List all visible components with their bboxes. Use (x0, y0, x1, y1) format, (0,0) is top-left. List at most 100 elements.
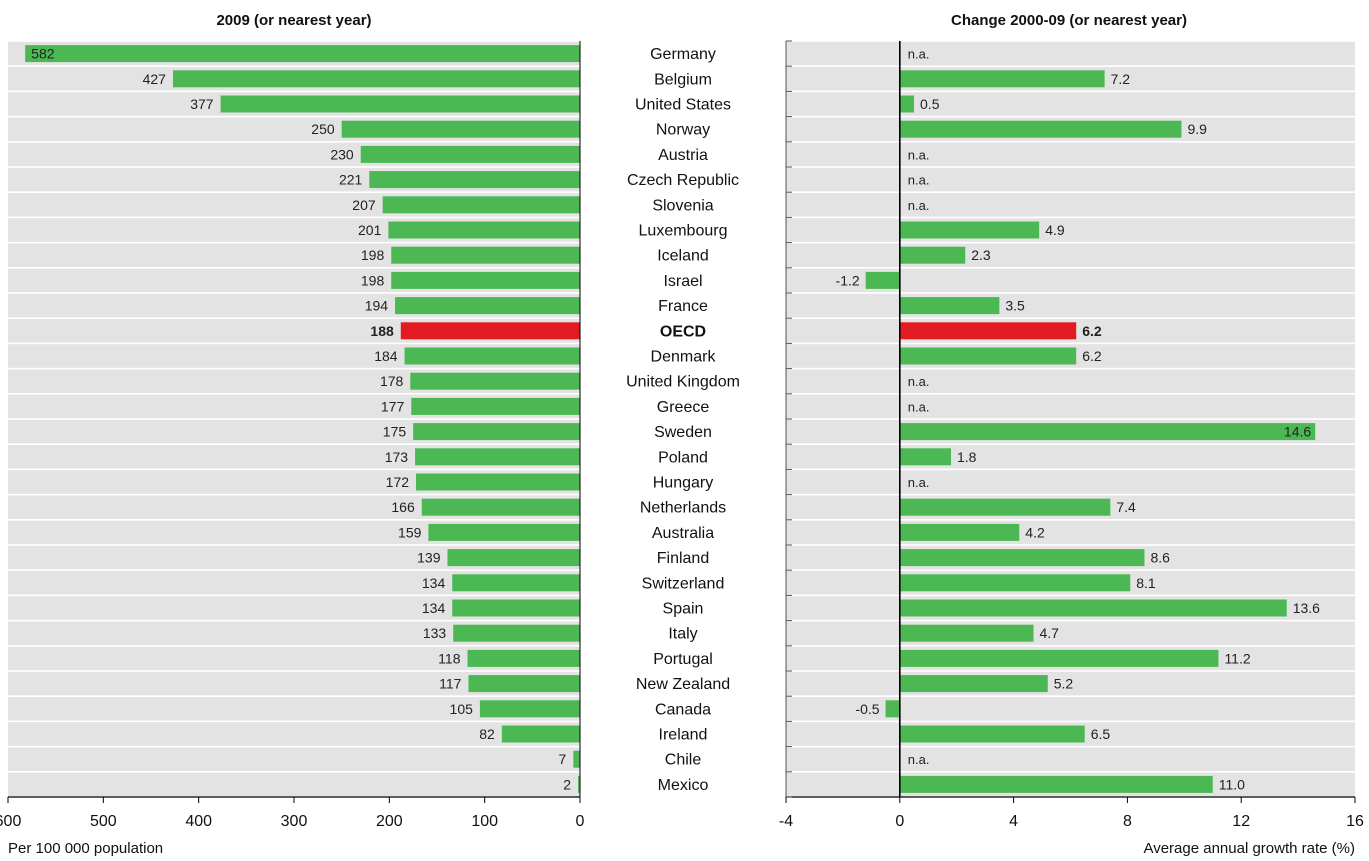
right-value-label-austria: n.a. (908, 147, 930, 162)
right-row-band (786, 520, 1355, 545)
category-label-new-zealand: New Zealand (636, 676, 730, 693)
left-value-label-australia: 159 (398, 524, 422, 540)
category-label-poland: Poland (658, 449, 708, 466)
left-bar-poland (415, 448, 580, 466)
right-chart-title: Change 2000-09 (or nearest year) (951, 12, 1187, 29)
left-value-label-norway: 250 (311, 121, 335, 137)
left-value-label-canada: 105 (450, 701, 474, 717)
right-value-label-finland: 8.6 (1150, 550, 1170, 566)
left-value-label-slovenia: 207 (352, 197, 376, 213)
category-label-oecd: OECD (660, 323, 706, 340)
left-bars-group: 582 427 377 250 230 221 207 201 198 198 194 188 184 1… (25, 45, 581, 793)
category-label-netherlands: Netherlands (640, 500, 726, 517)
left-bar-iceland (391, 246, 580, 264)
left-value-label-united-kingdom: 178 (380, 373, 404, 389)
right-value-label-netherlands: 7.4 (1116, 499, 1136, 515)
right-bars-group: n.a. 7.2 0.5 9.9 n.a. n.a. n.a. 4.9 2.3 -1.2 3.5 6.… (836, 47, 1320, 793)
left-bar-spain (452, 599, 580, 617)
right-bar-denmark (899, 347, 1077, 365)
left-value-label-oecd: 188 (370, 323, 394, 339)
right-row-band (786, 293, 1355, 318)
left-bar-canada (479, 700, 580, 718)
right-value-label-portugal: 11.2 (1224, 650, 1250, 666)
right-value-label-new-zealand: 5.2 (1054, 676, 1074, 692)
right-row-band (786, 218, 1355, 242)
left-bar-united-states (220, 95, 581, 113)
category-label-belgium: Belgium (654, 71, 712, 88)
right-value-label-australia: 4.2 (1025, 524, 1045, 540)
right-bar-australia (899, 523, 1020, 541)
category-label-finland: Finland (657, 550, 709, 567)
left-x-tick-label: 100 (471, 813, 498, 830)
left-x-tick-label: 600 (0, 813, 21, 830)
right-x-tick-label: 12 (1232, 813, 1250, 830)
right-x-tick-label: 16 (1346, 813, 1364, 830)
left-chart-title: 2009 (or nearest year) (216, 12, 371, 29)
left-x-tick-label: 0 (576, 813, 585, 830)
left-value-label-ireland: 82 (479, 726, 495, 742)
right-value-label-canada: -0.5 (855, 701, 879, 717)
right-x-tick-label: 8 (1123, 813, 1132, 830)
right-value-label-united-kingdom: n.a. (908, 374, 930, 389)
left-bar-greece (411, 397, 580, 415)
category-label-chile: Chile (665, 752, 702, 769)
category-label-norway: Norway (656, 122, 710, 139)
right-row-band (786, 621, 1355, 645)
category-label-switzerland: Switzerland (642, 575, 725, 592)
right-value-label-israel: -1.2 (836, 272, 860, 288)
right-bar-netherlands (899, 498, 1111, 516)
right-bar-switzerland (899, 574, 1131, 592)
left-row-band (8, 671, 580, 696)
category-label-slovenia: Slovenia (652, 197, 713, 214)
axes-group: 600 500 400 300 200 100 0 -4 0 4 8 12 16 (0, 40, 1364, 830)
category-label-czech-republic: Czech Republic (627, 172, 739, 189)
category-label-france: France (658, 298, 708, 315)
right-value-label-hungary: n.a. (908, 475, 930, 490)
left-value-label-netherlands: 166 (391, 499, 415, 515)
right-bar-portugal (899, 649, 1219, 667)
left-value-label-switzerland: 134 (422, 575, 446, 591)
right-bar-poland (899, 448, 952, 466)
category-label-italy: Italy (668, 626, 697, 643)
category-label-greece: Greece (657, 399, 710, 416)
right-value-label-mexico: 11.0 (1219, 776, 1245, 792)
right-value-label-iceland: 2.3 (971, 247, 991, 263)
right-row-band (786, 369, 1355, 393)
category-label-mexico: Mexico (658, 777, 709, 794)
left-value-label-germany: 582 (31, 46, 55, 62)
left-row-band (8, 621, 580, 645)
left-x-tick-label: 200 (376, 813, 403, 830)
left-bar-italy (453, 624, 580, 642)
category-label-austria: Austria (658, 147, 708, 164)
right-row-band (786, 445, 1355, 469)
right-row-band (786, 697, 1355, 721)
left-value-label-hungary: 172 (386, 474, 410, 490)
right-bar-iceland (899, 246, 966, 264)
right-value-label-sweden: 14.6 (1284, 424, 1311, 440)
right-bar-canada (885, 700, 900, 718)
right-value-label-czech-republic: n.a. (908, 173, 930, 188)
right-value-label-germany: n.a. (908, 47, 930, 62)
right-value-label-switzerland: 8.1 (1136, 575, 1156, 591)
left-value-label-france: 194 (365, 298, 389, 314)
right-bar-france (899, 297, 1000, 315)
left-value-label-czech-republic: 221 (339, 172, 363, 188)
right-value-label-slovenia: n.a. (908, 198, 930, 213)
left-bar-denmark (404, 347, 580, 365)
left-bar-ireland (501, 725, 580, 743)
category-label-iceland: Iceland (657, 248, 709, 265)
right-bar-israel (865, 271, 900, 289)
right-bar-united-states (899, 95, 915, 113)
category-labels-group: Germany Belgium United States Norway Austria… (626, 46, 740, 794)
left-bar-oecd (400, 322, 580, 340)
left-value-label-denmark: 184 (374, 348, 398, 364)
left-row-band (8, 747, 580, 771)
category-label-germany: Germany (650, 46, 716, 63)
left-row-band (8, 772, 580, 797)
left-bar-austria (360, 145, 580, 163)
left-value-label-finland: 139 (417, 550, 441, 566)
left-bar-france (395, 297, 580, 315)
right-row-band (786, 142, 1355, 167)
left-bar-australia (428, 523, 580, 541)
